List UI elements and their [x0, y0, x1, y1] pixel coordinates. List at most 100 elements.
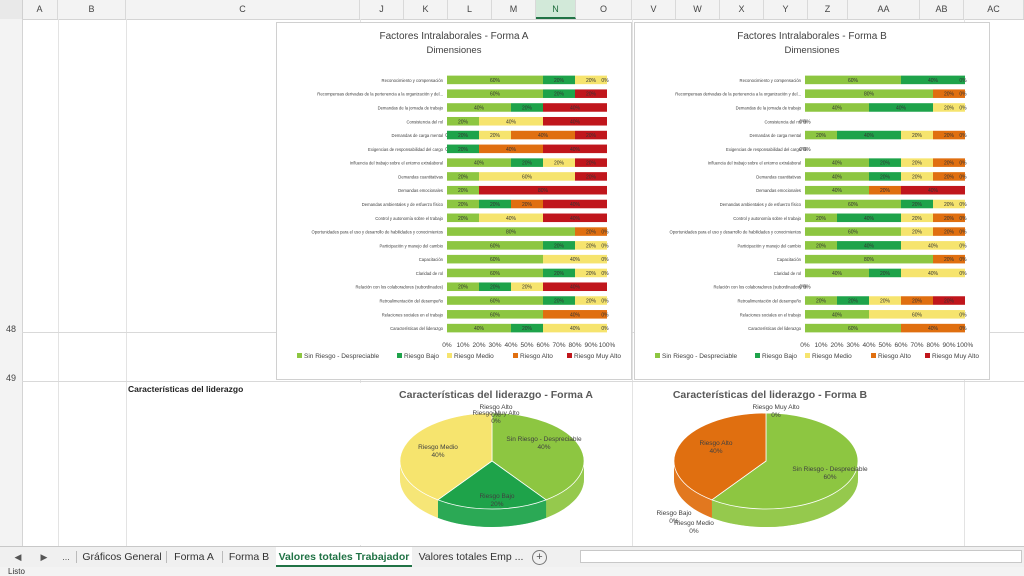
- bar-segment: [805, 130, 837, 140]
- column-header-a[interactable]: A: [22, 0, 58, 19]
- bar-segment: [479, 213, 543, 223]
- more-sheets-button[interactable]: ...: [62, 552, 70, 562]
- column-header-v[interactable]: V: [632, 0, 676, 19]
- column-header-x[interactable]: X: [720, 0, 764, 19]
- bar-segment: [805, 172, 869, 181]
- data-label: 20%: [944, 105, 955, 111]
- data-label: 20%: [912, 161, 923, 167]
- bar-segment: [543, 323, 607, 333]
- data-label: 0%: [601, 271, 609, 277]
- bar-segment: [479, 185, 607, 195]
- column-header-k[interactable]: K: [404, 0, 448, 19]
- bar-segment: [869, 296, 901, 305]
- bar-segment: [901, 158, 933, 167]
- x-tick-label: 30%: [488, 342, 501, 349]
- category-label: Consistencia del rol: [406, 119, 443, 124]
- column-header-ac[interactable]: AC: [964, 0, 1024, 19]
- pie-value-label: 60%: [823, 474, 836, 481]
- data-label: 0%: [601, 326, 609, 332]
- category-label: Características del liderazgo: [748, 326, 802, 331]
- category-label: Consistencia del rol: [764, 119, 801, 124]
- bar-segment: [869, 158, 901, 167]
- data-label: 0%: [959, 78, 967, 84]
- pie-chart-forma-a[interactable]: Características del liderazgo - Forma A S…: [360, 383, 632, 545]
- prev-sheet-button[interactable]: ◀: [14, 552, 22, 562]
- column-header-o[interactable]: O: [576, 0, 632, 19]
- data-label: 20%: [554, 271, 565, 277]
- bar-segment: [543, 75, 575, 85]
- column-header-b[interactable]: B: [58, 0, 126, 19]
- tab-valores-totales-emp[interactable]: Valores totales Emp ...: [418, 551, 524, 563]
- bar-segment: [837, 241, 901, 250]
- tab-forma-a[interactable]: Forma A: [174, 551, 214, 563]
- pie-chart-forma-b[interactable]: Características del liderazgo - Forma B S…: [634, 383, 906, 545]
- column-header-ab[interactable]: AB: [920, 0, 964, 19]
- data-label: 40%: [832, 174, 843, 180]
- column-header-y[interactable]: Y: [764, 0, 808, 19]
- section-label-cell[interactable]: Características del liderazgo: [128, 384, 244, 394]
- data-label: 0%: [803, 285, 811, 291]
- pie-value-label: 0%: [491, 418, 501, 425]
- column-header-aa[interactable]: AA: [848, 0, 920, 19]
- column-header-j[interactable]: J: [360, 0, 404, 19]
- data-label: 20%: [816, 243, 827, 249]
- category-label: Claridad de rol: [774, 271, 801, 276]
- row-header-49[interactable]: 49: [6, 373, 17, 383]
- bar-segment: [447, 130, 479, 140]
- data-label: 40%: [928, 188, 939, 194]
- pie-category-label: Riesgo Muy Alto: [753, 404, 800, 411]
- data-label: 20%: [816, 216, 827, 222]
- pie-value-label: 0%: [689, 528, 699, 535]
- tab-graficos-general[interactable]: Gráficos General: [82, 551, 162, 563]
- data-label: 20%: [944, 92, 955, 98]
- legend-swatch: [397, 353, 402, 358]
- horizontal-scrollbar[interactable]: [580, 550, 1022, 563]
- data-label: 20%: [880, 299, 891, 305]
- data-label: 40%: [832, 312, 843, 318]
- category-label: Demandas de carga mental: [750, 133, 802, 138]
- legend-label: Riesgo Bajo: [762, 353, 797, 360]
- data-label: 20%: [490, 133, 501, 139]
- legend-label: Riesgo Muy Alto: [574, 353, 621, 360]
- x-tick-label: 20%: [472, 342, 485, 349]
- column-header-c[interactable]: C: [126, 0, 360, 19]
- column-header-w[interactable]: W: [676, 0, 720, 19]
- category-label: Demandas cuantitativas: [398, 174, 443, 179]
- data-label: 40%: [538, 133, 549, 139]
- pie-value-label: 0%: [771, 412, 781, 419]
- x-tick-label: 40%: [862, 342, 875, 349]
- add-sheet-button[interactable]: +: [532, 550, 547, 565]
- data-label: 20%: [912, 230, 923, 236]
- data-label: 20%: [848, 299, 859, 305]
- legend-swatch: [805, 353, 810, 358]
- column-header-z[interactable]: Z: [808, 0, 848, 19]
- bar-segment: [933, 158, 965, 167]
- bar-segment: [805, 158, 869, 167]
- column-header-l[interactable]: L: [448, 0, 492, 19]
- bar-chart-forma-b[interactable]: Factores Intralaborales - Forma B Dimensi…: [634, 22, 990, 380]
- bar-chart-forma-a[interactable]: Factores Intralaborales - Forma A Dimensi…: [276, 22, 632, 380]
- bar-segment: [447, 241, 543, 250]
- category-label: Demandas cuantitativas: [756, 174, 801, 179]
- status-ready: Listo: [8, 567, 25, 576]
- row-header-48[interactable]: 48: [6, 324, 17, 334]
- legend-label: Riesgo Medio: [454, 353, 494, 360]
- category-label: Participación y manejo del cambio: [379, 243, 443, 248]
- select-all-corner[interactable]: [0, 0, 23, 19]
- bar-segment: [805, 241, 837, 250]
- data-label: 0%: [959, 133, 967, 139]
- bar-segment: [901, 227, 933, 236]
- bar-segment: [575, 268, 607, 278]
- pie-chart-forma-b-svg: Características del liderazgo - Forma B S…: [656, 389, 867, 535]
- x-tick-label: 100%: [599, 342, 616, 349]
- tab-forma-b[interactable]: Forma B: [228, 551, 270, 563]
- pie-slice: [711, 412, 859, 510]
- data-label: 0%: [601, 243, 609, 249]
- bar-segment: [901, 130, 933, 140]
- bar-segment: [837, 296, 869, 305]
- data-label: 20%: [554, 161, 565, 167]
- tab-valores-totales-trabajador[interactable]: Valores totales Trabajador: [276, 547, 412, 567]
- column-header-n[interactable]: N: [536, 0, 576, 19]
- column-header-m[interactable]: M: [492, 0, 536, 19]
- next-sheet-button[interactable]: ▶: [40, 552, 48, 562]
